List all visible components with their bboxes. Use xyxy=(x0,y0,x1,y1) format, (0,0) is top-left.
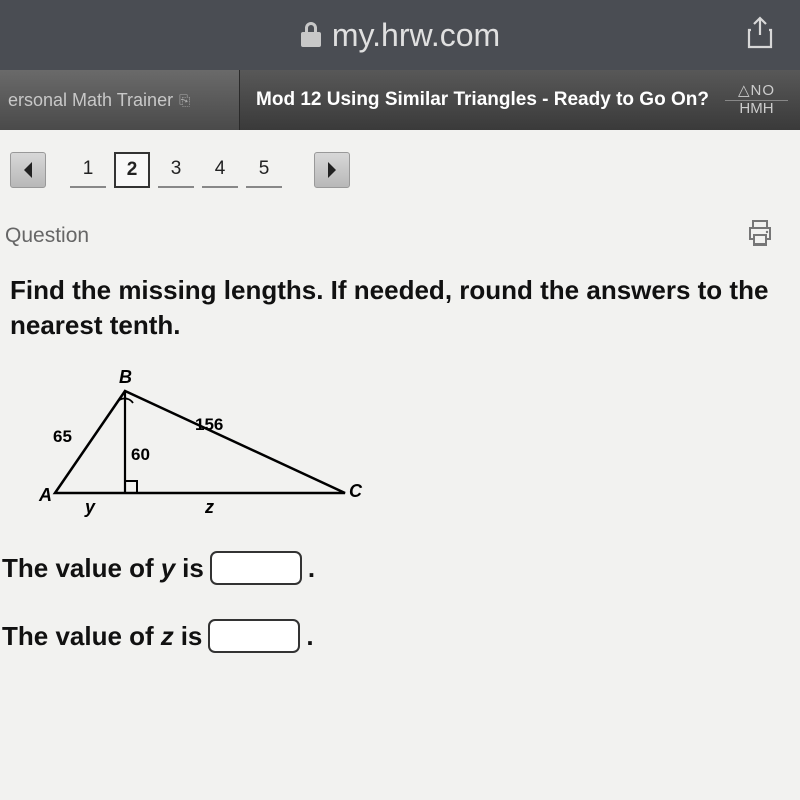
ans-y-pre: The value of xyxy=(2,553,154,584)
url-text: my.hrw.com xyxy=(332,17,500,54)
pager-item-1[interactable]: 1 xyxy=(70,152,106,188)
print-button[interactable] xyxy=(745,218,775,253)
share-icon xyxy=(745,16,775,50)
question-label: Question xyxy=(5,224,89,248)
printer-icon xyxy=(745,218,775,248)
app-header: ersonal Math Trainer ⎘ Mod 12 Using Simi… xyxy=(0,70,800,130)
ans-z-var: z xyxy=(161,621,174,652)
side-ab-label: 65 xyxy=(53,427,72,447)
ans-z-period: . xyxy=(306,621,313,652)
logo-top: △NO xyxy=(725,83,788,101)
seg-z-label: z xyxy=(205,497,214,518)
question-prompt: Find the missing lengths. If needed, rou… xyxy=(0,265,800,343)
hmh-logo: △NO HMH xyxy=(725,83,800,117)
lock-icon xyxy=(300,22,322,48)
pager-item-2[interactable]: 2 xyxy=(114,152,150,188)
answer-input-z[interactable] xyxy=(208,619,300,653)
browser-address-bar: my.hrw.com xyxy=(0,0,800,70)
side-bc-label: 156 xyxy=(195,415,223,435)
vertex-a: A xyxy=(39,485,52,506)
external-icon: ⎘ xyxy=(179,92,190,109)
ans-y-period: . xyxy=(308,553,315,584)
pager-prev-button[interactable] xyxy=(10,152,46,188)
pager-next-button[interactable] xyxy=(314,152,350,188)
pager-item-4[interactable]: 4 xyxy=(202,152,238,188)
module-title: Mod 12 Using Similar Triangles - Ready t… xyxy=(240,89,725,111)
triangle-diagram: B A C 65 156 60 y z xyxy=(35,373,375,523)
seg-y-label: y xyxy=(85,497,95,518)
ans-y-post: is xyxy=(182,553,204,584)
altitude-label: 60 xyxy=(131,445,150,465)
answer-input-y[interactable] xyxy=(210,551,302,585)
vertex-b: B xyxy=(119,367,132,388)
pmt-tab[interactable]: ersonal Math Trainer ⎘ xyxy=(0,70,240,130)
question-pager: 1 2 3 4 5 xyxy=(0,152,800,188)
chevron-right-icon xyxy=(325,161,339,179)
answer-line-y: The value of y is . xyxy=(2,551,800,585)
ans-z-pre: The value of xyxy=(2,621,154,652)
ans-y-var: y xyxy=(161,553,175,584)
question-header: Question xyxy=(0,188,800,265)
pager-item-5[interactable]: 5 xyxy=(246,152,282,188)
vertex-c: C xyxy=(349,481,362,502)
share-button[interactable] xyxy=(745,16,775,55)
chevron-left-icon xyxy=(21,161,35,179)
answers-block: The value of y is . The value of z is . xyxy=(2,551,800,653)
answer-line-z: The value of z is . xyxy=(2,619,800,653)
url-display: my.hrw.com xyxy=(300,17,500,54)
content-area: 1 2 3 4 5 Question Find the missing leng… xyxy=(0,130,800,800)
pager-item-3[interactable]: 3 xyxy=(158,152,194,188)
pmt-label: ersonal Math Trainer xyxy=(8,90,173,111)
logo-bottom: HMH xyxy=(725,101,788,118)
ans-z-post: is xyxy=(181,621,203,652)
